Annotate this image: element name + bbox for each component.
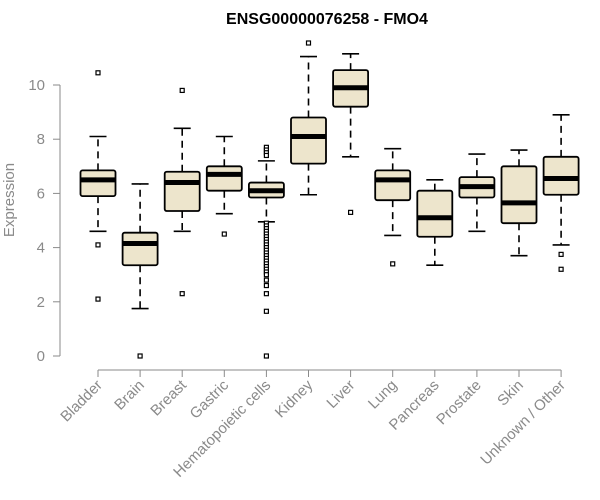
x-tick-label: Breast: [147, 376, 190, 419]
outlier-point: [221, 231, 227, 237]
y-tick-label: 8: [37, 131, 45, 148]
box-gastric: [205, 135, 243, 237]
x-tick-label: Brain: [111, 377, 148, 414]
outlier-point: [179, 87, 185, 94]
box-hematopoietic-cells: [247, 144, 285, 359]
y-axis: 0 2 4 6 8 10: [28, 77, 61, 365]
box-brain: [121, 183, 159, 359]
outlier-point: [95, 242, 101, 248]
x-tick-label: Kidney: [272, 376, 317, 421]
box-kidney: [290, 40, 327, 196]
box-prostate: [458, 153, 496, 233]
outlier-point: [95, 296, 101, 302]
box-iqr: [374, 169, 412, 202]
y-tick-label: 6: [37, 185, 45, 202]
outlier-point: [263, 308, 269, 314]
x-tick-label: Skin: [494, 377, 527, 410]
outlier-point: [558, 266, 564, 272]
y-tick-label: 4: [37, 240, 45, 257]
outlier-point: [263, 272, 269, 278]
outlier-point: [263, 152, 269, 159]
outlier-point: [263, 291, 269, 297]
x-tick-label: Prostate: [433, 377, 485, 429]
y-axis-label: Expression: [1, 163, 18, 237]
outlier-point: [179, 291, 185, 297]
x-tick-label: Liver: [323, 377, 358, 412]
box-iqr: [290, 116, 327, 165]
outlier-point: [263, 353, 269, 359]
box-iqr: [163, 170, 201, 212]
box-iqr: [79, 169, 117, 198]
outlier-point: [390, 261, 396, 267]
box-iqr: [542, 155, 580, 196]
boxes-group: [79, 40, 580, 359]
box-liver: [332, 53, 370, 215]
box-pancreas: [416, 179, 454, 267]
box-lung: [374, 147, 412, 267]
outlier-point: [263, 277, 269, 283]
x-tick-label: Lung: [365, 377, 401, 413]
box-iqr: [121, 231, 159, 267]
outlier-point: [95, 70, 101, 76]
box-unknown-other: [542, 114, 580, 272]
chart-title: ENSG00000076258 - FMO4: [226, 11, 428, 28]
outlier-point: [558, 251, 564, 257]
outlier-point: [348, 209, 354, 215]
outlier-point: [263, 282, 269, 289]
box-bladder: [79, 70, 117, 302]
outlier-point: [305, 40, 312, 46]
box-breast: [163, 87, 201, 297]
box-iqr: [416, 189, 454, 238]
box-iqr: [500, 165, 538, 225]
y-tick-label: 10: [28, 77, 45, 94]
box-skin: [500, 149, 538, 257]
x-tick-label: Bladder: [57, 377, 106, 426]
y-tick-label: 0: [37, 348, 45, 365]
box-iqr: [205, 165, 243, 192]
y-tick-label: 2: [37, 294, 45, 311]
outlier-point: [137, 353, 143, 359]
